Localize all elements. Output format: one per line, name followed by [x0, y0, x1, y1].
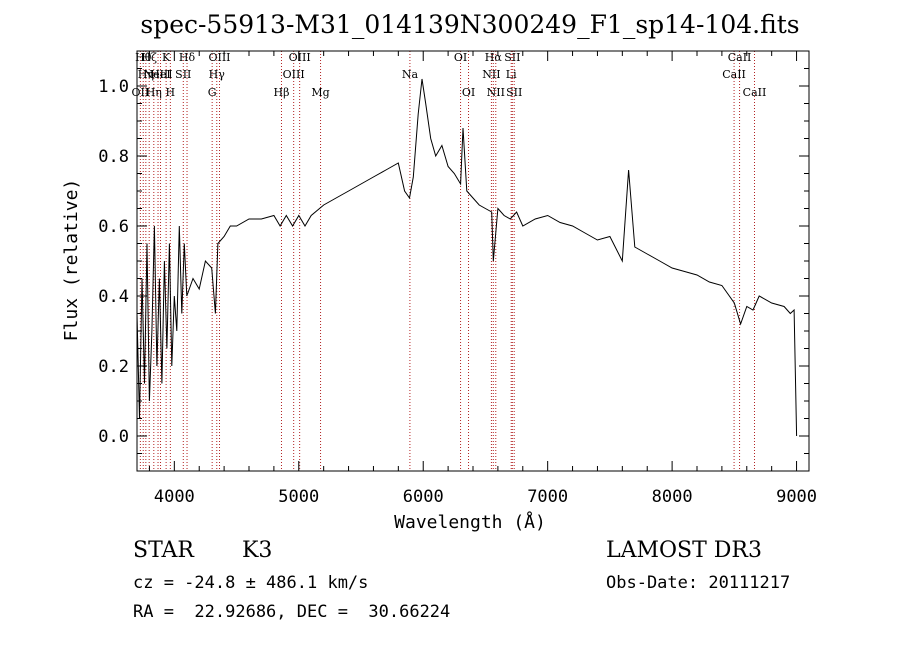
line-label-11: G [208, 86, 217, 99]
line-label-2: Hη [138, 68, 154, 81]
spectral-line-labels: OIIHθHηHζHηNeIIIHeIKHSIIHδGHγOIIIHβOIIIO… [132, 51, 767, 99]
line-label-4: Hη [146, 86, 162, 99]
line-label-27: CaII [722, 68, 746, 81]
object-subclass: K3 [242, 538, 273, 563]
x-axis-ticks: 4000 5000 6000 7000 8000 9000 [148, 51, 817, 507]
plot-frame [136, 50, 810, 472]
y-tick-label-2: 0.4 [98, 287, 129, 307]
chart-title: spec-55913-M31_014139N300249_F1_sp14-104… [140, 10, 799, 39]
line-label-10: Hδ [179, 51, 196, 64]
line-label-16: OIII [289, 51, 311, 64]
y-axis-label: Flux (relative) [61, 179, 82, 342]
line-label-7: K [162, 51, 171, 64]
object-class: STAR [133, 538, 194, 563]
x-axis-label: Wavelength (Å) [394, 511, 546, 533]
x-tick-label-2: 6000 [403, 487, 444, 507]
flux-spectrum-line [136, 78, 798, 437]
y-tick-label-3: 0.6 [98, 217, 129, 237]
line-label-15: OIII [283, 68, 305, 81]
line-label-13: OIII [208, 51, 230, 64]
line-label-3: Hζ [141, 51, 157, 64]
obs-date: Obs-Date: 20111217 [606, 573, 791, 593]
line-label-28: CaII [728, 51, 752, 64]
line-label-20: OI [462, 86, 475, 99]
line-label-19: OI [454, 51, 467, 64]
line-label-6: HeI [150, 68, 170, 81]
line-label-23: NII [487, 86, 505, 99]
line-label-26: SII [506, 86, 522, 99]
y-axis-ticks: 0.0 0.2 0.4 0.6 0.8 1.0 [98, 68, 809, 454]
line-label-14: Hβ [274, 86, 290, 99]
y-tick-label-4: 0.8 [98, 147, 129, 167]
coordinates-readout: RA = 22.92686, DEC = 30.66224 [133, 602, 451, 622]
y-tick-label-1: 0.2 [98, 357, 129, 377]
line-label-17: Mg [311, 86, 329, 99]
y-tick-label-5: 1.0 [98, 77, 129, 97]
redshift-readout: cz = -24.8 ± 486.1 km/s [133, 573, 369, 593]
survey-name: LAMOST DR3 [606, 538, 762, 563]
line-label-5: NeIII [143, 68, 172, 81]
x-tick-label-4: 8000 [652, 487, 693, 507]
spectral-line-markers [139, 51, 755, 471]
x-tick-label-5: 9000 [776, 487, 817, 507]
line-label-24: Li [506, 68, 517, 81]
line-label-9: SII [175, 68, 191, 81]
line-label-22: Hα [485, 51, 503, 64]
line-label-25: SII [504, 51, 520, 64]
line-label-0: OII [132, 86, 150, 99]
line-label-29: CaII [743, 86, 767, 99]
line-label-1: Hθ [135, 51, 152, 64]
line-label-8: H [166, 86, 176, 99]
x-tick-label-1: 5000 [278, 487, 319, 507]
line-label-12: Hγ [209, 68, 226, 81]
line-label-18: Na [402, 68, 419, 81]
y-tick-label-0: 0.0 [98, 427, 129, 447]
x-tick-label-3: 7000 [527, 487, 568, 507]
x-tick-label-0: 4000 [154, 487, 195, 507]
line-label-21: NII [482, 68, 500, 81]
